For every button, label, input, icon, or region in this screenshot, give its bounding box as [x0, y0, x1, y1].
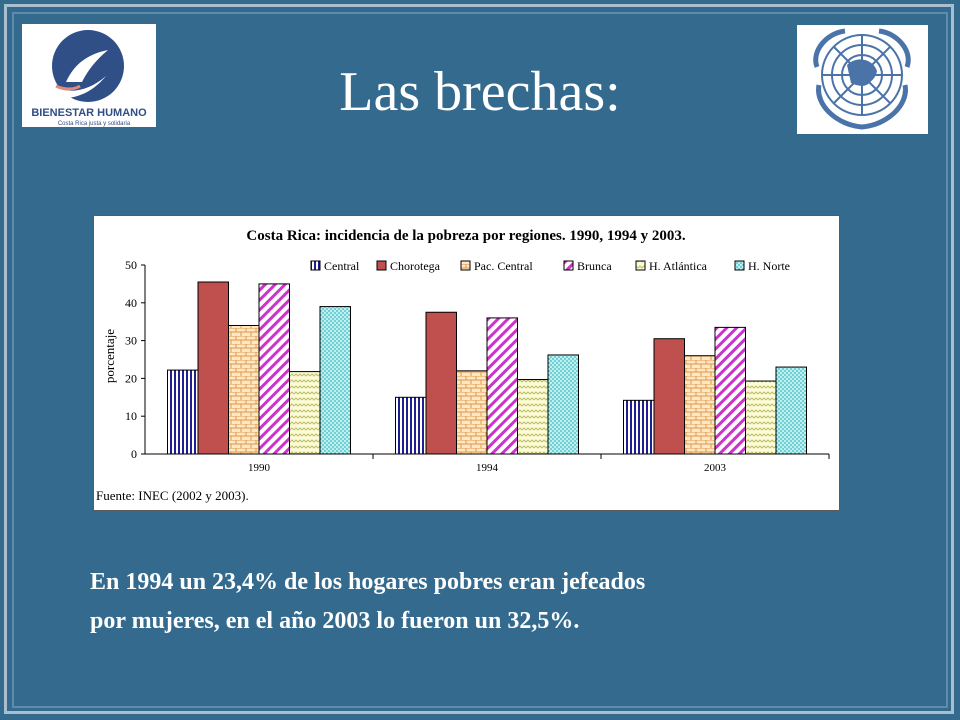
legend-label: Brunca: [577, 259, 612, 273]
slide-frame-inner: [12, 12, 948, 708]
bar-h-atl-ntica-1994: [517, 379, 549, 455]
y-axis-label: porcentaje: [102, 329, 117, 383]
plot-area: 0 10 20 30 40 50 1990 1994 2003: [125, 258, 830, 474]
bar-chorotega-1994: [425, 311, 457, 455]
bar-brunca-2003: [714, 326, 746, 455]
bienestar-humano-logo: BIENESTAR HUMANO Costa Rica justa y soli…: [22, 24, 156, 127]
bar-pac-central-1994: [456, 370, 488, 455]
y-tick-label: 40: [125, 296, 137, 310]
y-tick-label: 10: [125, 409, 137, 423]
chart-source: Fuente: INEC (2002 y 2003).: [96, 488, 249, 503]
x-tick-label: 1994: [476, 462, 499, 474]
un-emblem-logo: [797, 25, 928, 134]
logo-name-text: BIENESTAR HUMANO: [31, 107, 147, 119]
logo-hand-accent-icon: [55, 84, 81, 91]
bar-chorotega-2003: [653, 338, 685, 455]
legend-label: Chorotega: [390, 259, 441, 273]
bar-central-1994: [395, 396, 427, 455]
logo-tagline-text: Costa Rica justa y solidaria: [58, 121, 131, 127]
chart-container: Costa Rica: incidencia de la pobreza por…: [93, 215, 840, 511]
legend-label: H. Atlántica: [649, 259, 708, 273]
bar-h-norte-1990: [319, 306, 351, 455]
legend-label: H. Norte: [748, 259, 790, 273]
y-tick-label: 30: [125, 334, 137, 348]
bar-h-norte-2003: [775, 366, 807, 455]
legend-swatch: [460, 260, 471, 271]
body-text-line-2: por mujeres, en el año 2003 lo fueron un…: [90, 608, 580, 634]
y-tick-label: 20: [125, 371, 137, 385]
slide-frame-outer: [4, 4, 954, 714]
legend-swatch: [376, 260, 387, 271]
body-text-line-1: En 1994 un 23,4% de los hogares pobres e…: [90, 569, 646, 595]
y-tick-label: 0: [131, 447, 137, 461]
poverty-chart: Costa Rica: incidencia de la pobreza por…: [96, 228, 830, 503]
bar-brunca-1994: [486, 317, 518, 455]
legend-swatch: [635, 260, 646, 271]
legend-swatch: [563, 260, 574, 271]
chart-legend: Central Chorotega Pac. Central Brunca H. Atl…: [310, 259, 790, 273]
bar-pac-central-1990: [228, 324, 260, 455]
bar-h-norte-1994: [547, 354, 579, 455]
x-tick-label: 2003: [704, 462, 727, 474]
bar-chorotega-1990: [197, 281, 229, 455]
bar-brunca-1990: [258, 283, 290, 455]
logo-hand-upper-icon: [66, 50, 108, 82]
legend-swatch: [734, 260, 745, 271]
bar-pac-central-2003: [684, 355, 716, 455]
bar-h-atl-ntica-2003: [745, 380, 777, 455]
un-continents-icon: [847, 59, 877, 86]
legend-label: Pac. Central: [474, 259, 533, 273]
chart-title: Costa Rica: incidencia de la pobreza por…: [246, 228, 685, 244]
legend-swatch: [310, 260, 321, 271]
y-tick-label: 50: [125, 258, 137, 272]
bar-central-2003: [623, 399, 655, 455]
logo-hand-lower-icon: [58, 76, 106, 98]
bar-central-1990: [167, 369, 199, 455]
slide-title: Las brechas:: [339, 61, 621, 123]
body-text: En 1994 un 23,4% de los hogares pobres e…: [90, 563, 890, 641]
un-emblem-icon: [813, 28, 911, 130]
bar-h-atl-ntica-1990: [289, 371, 321, 455]
legend-label: Central: [324, 259, 360, 273]
x-tick-label: 1990: [248, 462, 271, 474]
